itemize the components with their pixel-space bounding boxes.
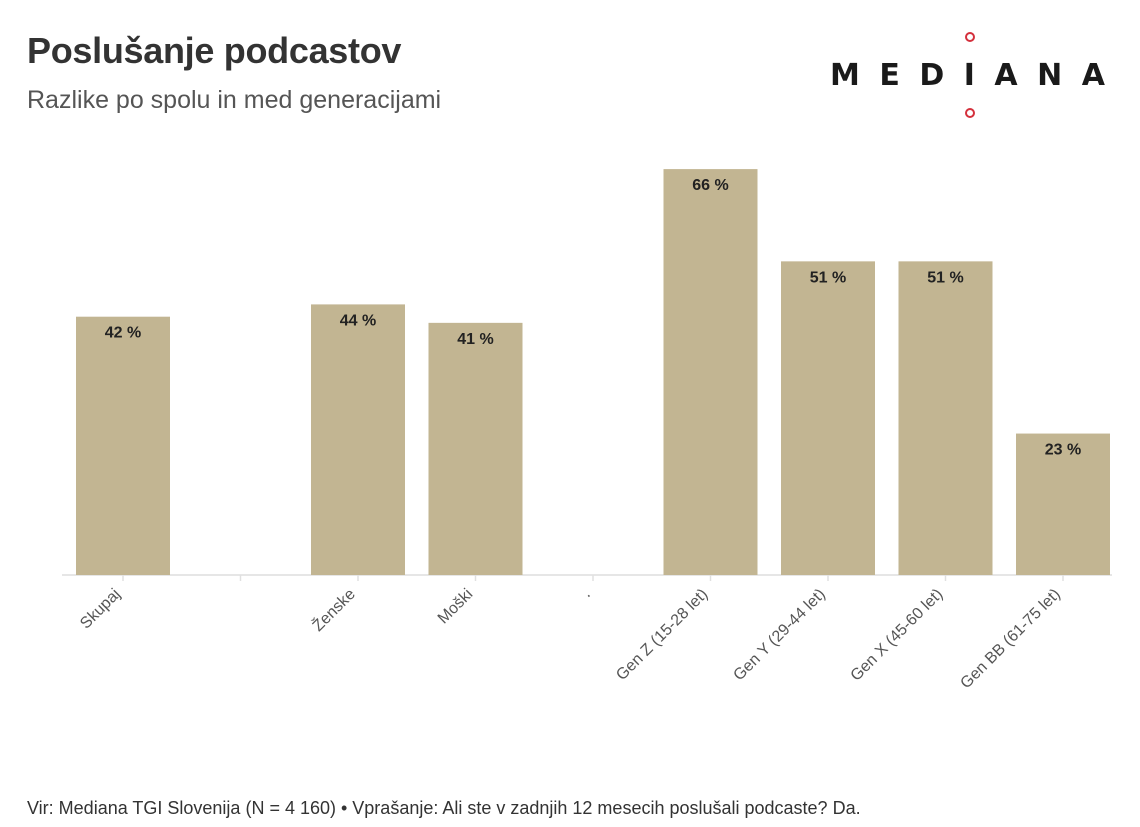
x-tick-label: Gen Z (15-28 let)	[613, 586, 711, 684]
bar	[311, 304, 405, 575]
x-tick-label: Skupaj	[77, 586, 124, 633]
bar-value-label: 51 %	[810, 269, 846, 286]
x-tick-label: Gen Y (29-44 let)	[730, 586, 828, 684]
x-tick-label: Gen BB (61-75 let)	[957, 586, 1063, 692]
bar-value-label: 44 %	[340, 312, 376, 329]
bar	[76, 316, 170, 575]
x-tick-label: Moški	[435, 586, 477, 628]
bar-value-label: 41 %	[457, 331, 493, 348]
mediana-logo: MEDIANA	[830, 30, 1120, 120]
chart-title: Poslušanje podcastov	[27, 30, 402, 71]
bar-value-label: 23 %	[1045, 442, 1081, 459]
bar	[1016, 433, 1110, 575]
bar-value-label: 42 %	[105, 325, 141, 342]
bar-value-label: 51 %	[927, 269, 963, 286]
x-tick-label: Ženske	[308, 584, 359, 635]
x-tick-label: .	[579, 586, 594, 601]
bar-value-label: 66 %	[692, 177, 728, 194]
bar	[781, 261, 875, 575]
footer-source: Vir: Mediana TGI Slovenija (N = 4 160) •…	[27, 798, 861, 818]
logo-dot-top	[965, 32, 975, 42]
bar	[428, 322, 523, 575]
logo-dot-bottom	[965, 108, 975, 118]
logo-text: MEDIANA	[830, 58, 1125, 93]
bar	[898, 261, 993, 575]
bar-chart: 42 % Skupaj 44 % Ženske 41 % Moški . 66 % Gen Z …	[62, 169, 1112, 692]
bar	[663, 169, 758, 575]
x-tick-label: Gen X (45-60 let)	[848, 586, 947, 685]
chart-subtitle: Razlike po spolu in med generacijami	[27, 86, 442, 114]
